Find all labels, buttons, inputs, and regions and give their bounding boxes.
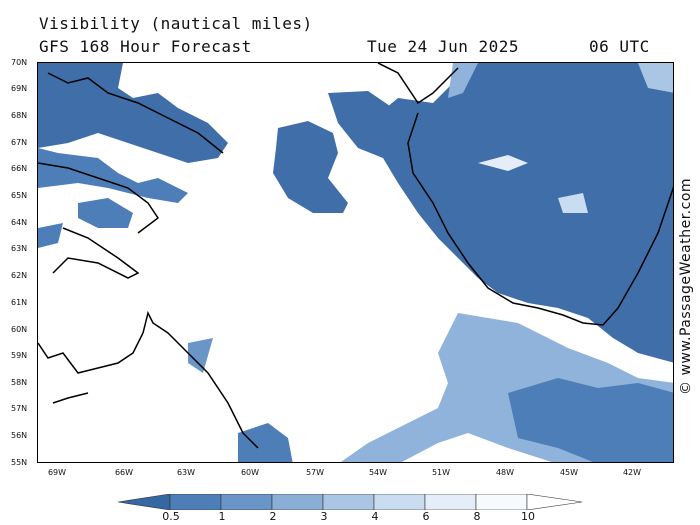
lat-label: 64N — [11, 218, 28, 227]
low-visibility-region — [38, 63, 228, 163]
lon-label: 60W — [240, 468, 260, 477]
lat-label: 57N — [11, 404, 28, 413]
coastline — [38, 162, 160, 234]
lat-label: 58N — [11, 378, 28, 387]
colorbar-segment — [118, 494, 171, 510]
forecast-subtitle: GFS 168 Hour Forecast — [39, 37, 252, 56]
colorbar — [118, 494, 583, 510]
colorbar-segment — [526, 494, 583, 510]
map-title: Visibility (nautical miles) — [39, 14, 313, 33]
lat-label: 56N — [11, 431, 28, 440]
colorbar-label: 8 — [473, 510, 481, 523]
lat-label: 63N — [11, 244, 28, 253]
colorbar-segment — [322, 494, 375, 510]
low-visibility-region — [273, 121, 348, 213]
colorbar-label: 3 — [320, 510, 328, 523]
forecast-date: Tue 24 Jun 2025 — [367, 37, 519, 56]
visibility-map-svg — [38, 63, 673, 462]
colorbar-label: 0.5 — [162, 510, 180, 523]
lat-label: 66N — [11, 164, 28, 173]
lat-label: 60N — [11, 325, 28, 334]
lat-label: 59N — [11, 351, 28, 360]
coastline — [47, 72, 224, 154]
lon-label: 63W — [176, 468, 196, 477]
lon-label: 51W — [431, 468, 451, 477]
colorbar-segment — [373, 494, 426, 510]
lon-label: 66W — [114, 468, 134, 477]
lat-label: 62N — [11, 271, 28, 280]
visibility-map[interactable] — [37, 62, 674, 463]
clear-patch — [558, 193, 588, 213]
lat-label: 68N — [11, 111, 28, 120]
lat-label: 55N — [11, 458, 28, 467]
lon-label: 54W — [368, 468, 388, 477]
coastline — [38, 310, 259, 449]
lon-label: 48W — [495, 468, 515, 477]
lat-label: 67N — [11, 138, 28, 147]
coastline — [52, 227, 140, 279]
mid-visibility-region — [448, 63, 478, 98]
low-visibility-region — [38, 223, 63, 248]
low-visibility-region — [38, 148, 188, 203]
lon-label: 42W — [622, 468, 642, 477]
lon-label: 45W — [559, 468, 579, 477]
colorbar-label: 1 — [218, 510, 226, 523]
lon-label: 69W — [47, 468, 67, 477]
colorbar-label: 4 — [371, 510, 379, 523]
colorbar-segment — [271, 494, 324, 510]
clear-patch — [478, 155, 528, 171]
low-visibility-region — [368, 63, 673, 363]
forecast-time: 06 UTC — [589, 37, 650, 56]
colorbar-segment — [169, 494, 222, 510]
coastline — [52, 392, 89, 404]
lat-label: 61N — [11, 298, 28, 307]
low-visibility-region — [238, 423, 293, 462]
low-visibility-region — [508, 378, 673, 462]
lat-label: 70N — [11, 58, 28, 67]
coastline — [377, 63, 673, 326]
lon-label: 57W — [305, 468, 325, 477]
colorbar-segment — [475, 494, 528, 510]
colorbar-label: 6 — [422, 510, 430, 523]
lat-label: 69N — [11, 84, 28, 93]
colorbar-label: 2 — [269, 510, 277, 523]
colorbar-segment — [220, 494, 273, 510]
colorbar-segment — [424, 494, 477, 510]
mid-visibility-region — [638, 63, 673, 93]
mid-visibility-region — [188, 338, 213, 373]
lat-label: 65N — [11, 191, 28, 200]
website-credit: © www.PassageWeather.com — [678, 177, 694, 395]
low-visibility-region — [78, 198, 133, 228]
colorbar-label: 10 — [521, 510, 535, 523]
